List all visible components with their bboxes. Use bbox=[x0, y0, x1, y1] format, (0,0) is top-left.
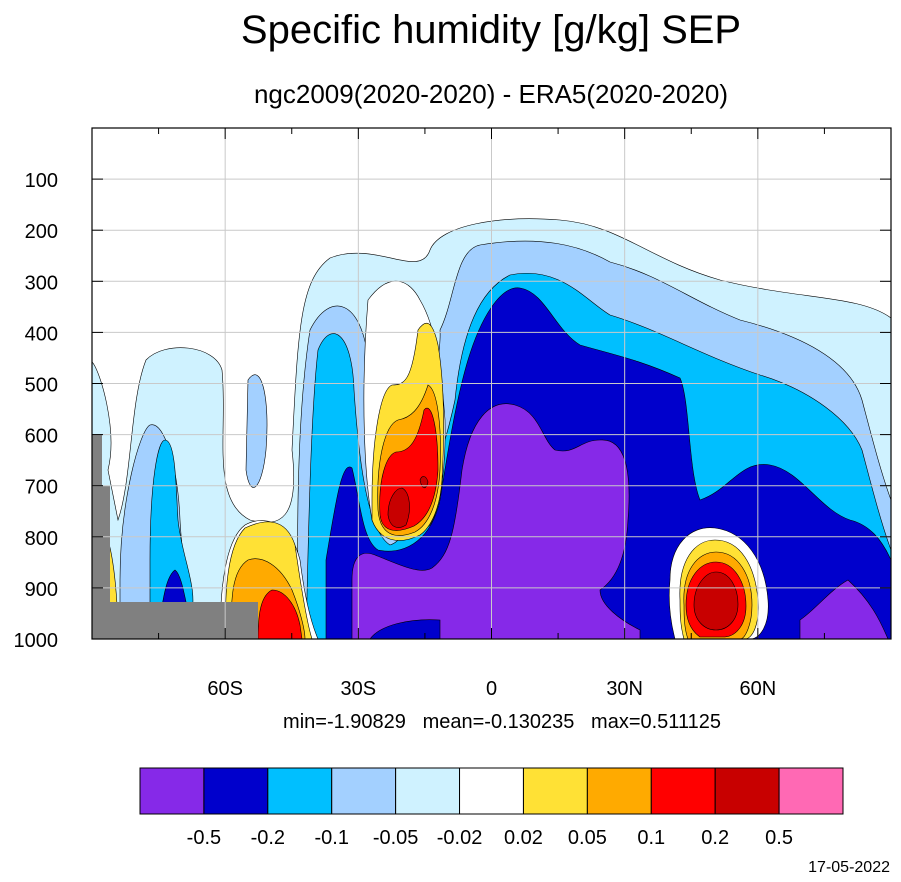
x-tick-label: 60N bbox=[739, 678, 776, 700]
colorbar: -0.5 -0.2 -0.1 -0.05 -0.02 0.02 0.05 0.1 0.2 0.5 bbox=[139, 767, 844, 849]
y-axis: 100 200 300 400 500 600 700 800 900 1000 bbox=[14, 170, 891, 652]
colorbar-swatch bbox=[522, 767, 588, 815]
contour-plot-area: 60S 30S 0 30N 60N 100 200 300 400 500 600 700 800 90… bbox=[14, 127, 892, 700]
y-tick-label: 300 bbox=[25, 272, 58, 294]
y-tick-label: 600 bbox=[25, 426, 58, 448]
grid-lines bbox=[92, 128, 891, 639]
colorbar-swatch bbox=[650, 767, 716, 815]
y-tick-label: 900 bbox=[25, 579, 58, 601]
y-tick-label: 1000 bbox=[14, 630, 59, 652]
x-tick-label: 60S bbox=[207, 678, 243, 700]
colorbar-swatch bbox=[586, 767, 652, 815]
y-tick-label: 700 bbox=[25, 477, 58, 499]
colorbar-swatch bbox=[395, 767, 461, 815]
colorbar-swatch bbox=[139, 767, 205, 815]
date-label: 17-05-2022 bbox=[808, 859, 890, 876]
colorbar-swatch bbox=[714, 767, 780, 815]
chart-subtitle: ngc2009(2020-2020) - ERA5(2020-2020) bbox=[254, 79, 728, 109]
x-tick-label: 0 bbox=[486, 678, 497, 700]
colorbar-label: 0.02 bbox=[504, 827, 543, 849]
colorbar-swatch bbox=[778, 767, 844, 815]
missing-data-region bbox=[92, 434, 258, 639]
colorbar-label: 0.2 bbox=[701, 827, 729, 849]
contour-fill-lt-neg-0.5 bbox=[351, 403, 889, 639]
y-tick-label: 200 bbox=[25, 221, 58, 243]
x-axis: 60S 30S 0 30N 60N bbox=[158, 128, 825, 700]
chart-title: Specific humidity [g/kg] SEP bbox=[241, 8, 741, 52]
y-tick-label: 100 bbox=[25, 170, 58, 192]
y-tick-label: 500 bbox=[25, 375, 58, 397]
x-tick-label: 30S bbox=[341, 678, 377, 700]
colorbar-label: -0.2 bbox=[251, 827, 285, 849]
colorbar-label: -0.1 bbox=[314, 827, 348, 849]
colorbar-swatch bbox=[331, 767, 397, 815]
colorbar-label: 0.5 bbox=[765, 827, 793, 849]
colorbar-label: -0.02 bbox=[437, 827, 483, 849]
stats-text: min=-1.90829 mean=-0.130235 max=0.511125 bbox=[283, 711, 721, 733]
colorbar-swatch bbox=[267, 767, 333, 815]
x-tick-label: 30N bbox=[606, 678, 643, 700]
colorbar-label: 0.1 bbox=[637, 827, 665, 849]
y-tick-label: 400 bbox=[25, 323, 58, 345]
colorbar-label: -0.5 bbox=[187, 827, 221, 849]
y-tick-label: 800 bbox=[25, 528, 58, 550]
colorbar-swatch bbox=[203, 767, 269, 815]
contour-fills bbox=[92, 218, 891, 639]
colorbar-label: 0.05 bbox=[568, 827, 607, 849]
colorbar-swatch bbox=[459, 767, 524, 815]
contour-fill-neg-0.5-pocket bbox=[369, 619, 441, 639]
colorbar-label: -0.05 bbox=[373, 827, 419, 849]
